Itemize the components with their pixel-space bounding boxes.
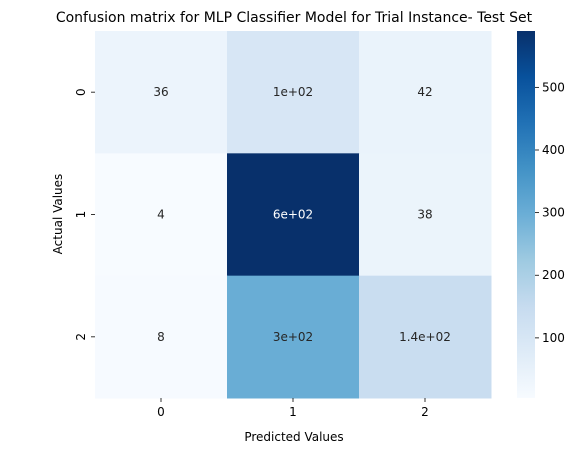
colorbar-tick-label: 200 (542, 268, 565, 282)
heatmap-cell-0-0 (95, 31, 228, 154)
y-tick-label: 1 (74, 211, 88, 219)
colorbar (517, 31, 535, 398)
cell-annotation-0-2: 42 (417, 85, 432, 99)
colorbar-tick-label: 100 (542, 331, 565, 345)
colorbar-tick-label: 300 (542, 206, 565, 220)
heatmap-cell-1-0 (95, 153, 228, 277)
y-axis-ticks: 0 1 2 (74, 88, 95, 341)
x-tick-label: 0 (157, 405, 165, 419)
heatmap-cell-1-1 (227, 153, 360, 277)
heatmap-cell-2-2 (359, 275, 492, 399)
colorbar-ticks: 100 200 300 400 500 (535, 80, 565, 345)
cell-annotation-1-1: 6e+02 (273, 208, 313, 222)
cell-annotation-0-1: 1e+02 (273, 85, 313, 99)
cell-annotation-2-0: 8 (157, 330, 165, 344)
y-axis-label: Actual Values (51, 174, 65, 255)
x-axis-label: Predicted Values (244, 430, 343, 444)
heatmap-cell-0-1 (227, 31, 360, 154)
colorbar-tick-label: 400 (542, 143, 565, 157)
y-tick-label: 2 (74, 333, 88, 341)
cell-annotation-1-2: 38 (417, 208, 432, 222)
heatmap-cell-0-2 (359, 31, 492, 154)
heatmap-cell-2-1 (227, 275, 360, 399)
cell-annotation-1-0: 4 (157, 208, 165, 222)
chart-title: Confusion matrix for MLP Classifier Mode… (56, 10, 533, 26)
y-tick-label: 0 (74, 88, 88, 96)
cell-annotation-0-0: 36 (153, 85, 168, 99)
heatmap-cell-2-0 (95, 275, 228, 399)
cell-annotation-2-2: 1.4e+02 (399, 330, 451, 344)
heatmap-cell-1-2 (359, 153, 492, 277)
x-tick-label: 2 (421, 405, 429, 419)
cell-annotation-2-1: 3e+02 (273, 330, 313, 344)
x-tick-label: 1 (289, 405, 297, 419)
colorbar-tick-label: 500 (542, 80, 565, 94)
x-axis-ticks: 0 1 2 (157, 398, 429, 419)
heatmap-cells (95, 31, 492, 399)
cell-annotations: 36 1e+02 42 4 6e+02 38 8 3e+02 1.4e+02 (153, 85, 451, 344)
